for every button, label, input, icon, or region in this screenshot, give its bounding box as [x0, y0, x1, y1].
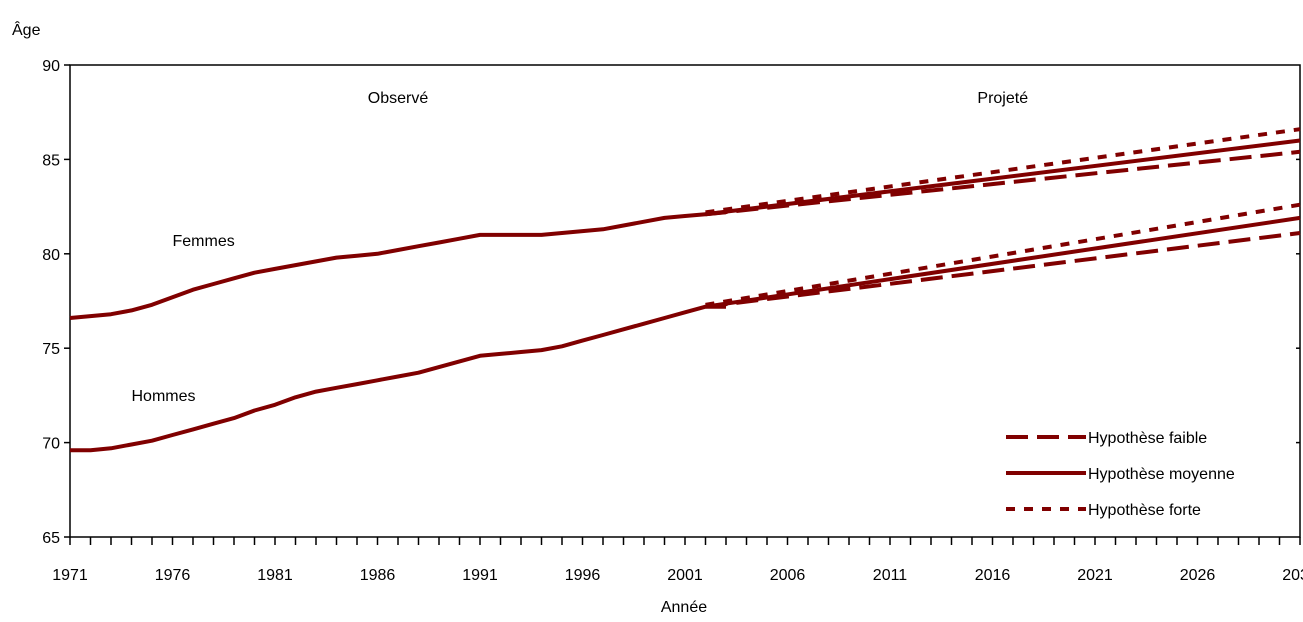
annotation-femmes: Femmes	[173, 233, 235, 250]
x-tick-label: 1991	[462, 567, 498, 584]
x-tick-label: 2016	[975, 567, 1011, 584]
series-lines	[69, 127, 1301, 453]
series-line-femmes-dot	[705, 127, 1301, 215]
x-tick-label: 1981	[257, 567, 293, 584]
x-tick-label: 1976	[155, 567, 191, 584]
x-tick-label: 1986	[360, 567, 396, 584]
y-tick-label: 65	[42, 530, 60, 547]
series-line-femmes-solid	[705, 138, 1301, 217]
y-tick-label: 75	[42, 341, 60, 358]
x-tick-label: 1971	[52, 567, 88, 584]
series-line-hommes-dash	[705, 231, 1301, 309]
series-line-hommes-solid	[705, 215, 1301, 309]
annotation-hommes: Hommes	[132, 388, 196, 405]
y-tick-label: 85	[42, 152, 60, 169]
x-tick-label: 2031	[1282, 567, 1303, 584]
y-tick-label: 80	[42, 247, 60, 264]
y-axis-label: Âge	[12, 20, 41, 39]
legend-label-low: Hypothèse faible	[1088, 430, 1207, 447]
x-tick-label: 2026	[1180, 567, 1216, 584]
x-axis-ticks: 1971 1976 1981 1986 1991 1996 2001 2006 2011 2016…	[52, 537, 1303, 584]
annotation-projet: Projeté	[977, 90, 1028, 107]
legend: Hypothèse faible Hypothèse moyenne Hypothè…	[1006, 430, 1235, 519]
legend-label-high: Hypothèse forte	[1088, 502, 1201, 519]
x-tick-label: 2001	[667, 567, 703, 584]
annotation-observ: Observé	[368, 90, 429, 107]
x-tick-label: 1996	[565, 567, 601, 584]
y-tick-label: 90	[42, 58, 60, 75]
series-line-femmes-solid	[69, 210, 727, 320]
y-tick-label: 70	[42, 436, 60, 453]
legend-label-mid: Hypothèse moyenne	[1088, 466, 1235, 483]
x-tick-label: 2011	[873, 567, 908, 584]
series-line-hommes-dot	[705, 202, 1301, 307]
series-line-hommes-solid	[70, 304, 726, 453]
x-axis-label: Année	[661, 599, 707, 616]
x-tick-label: 2021	[1077, 567, 1113, 584]
annotations: Observé Projeté Femmes Hommes	[132, 90, 1029, 405]
y-axis-ticks: 65 70 75 80 85 90	[42, 58, 1300, 547]
x-tick-label: 2006	[770, 567, 806, 584]
